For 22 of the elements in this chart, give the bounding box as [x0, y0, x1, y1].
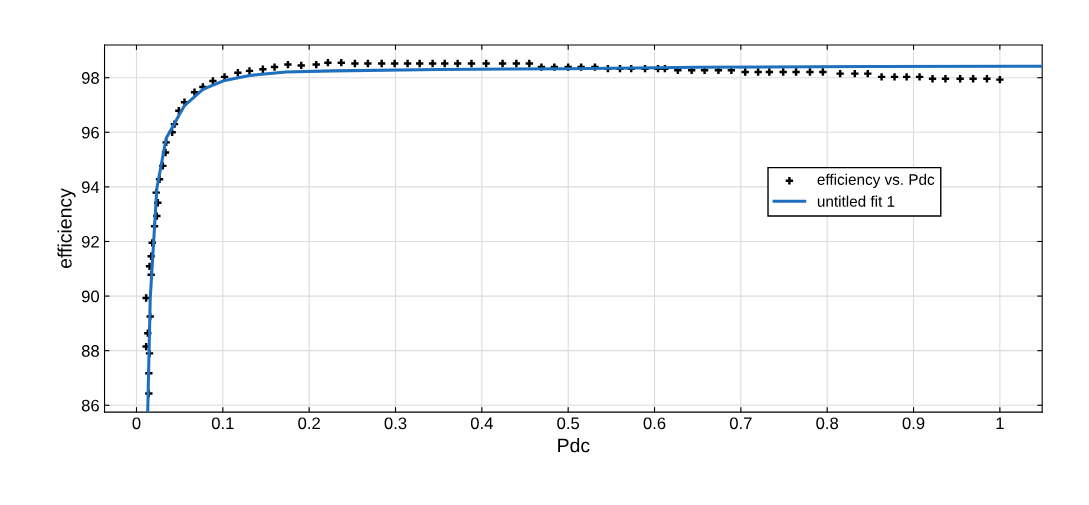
x-tick-label: 0	[132, 417, 141, 430]
y-tick-label: 88	[81, 345, 99, 357]
x-tick-label: 0.7	[729, 417, 752, 430]
x-tick-label: 0.9	[902, 417, 925, 430]
legend-label: efficiency vs. Pdc	[817, 173, 935, 188]
y-tick-label: 86	[81, 399, 99, 412]
x-tick-label: 0.5	[557, 417, 580, 430]
x-axis-title: Pdc	[558, 438, 590, 453]
y-tick-label: 94	[81, 181, 100, 194]
x-tick-label: 0.8	[816, 417, 839, 430]
y-tick-label: 90	[81, 290, 100, 303]
x-tick-label: 0.1	[211, 417, 234, 430]
x-tick-label: 1	[996, 417, 1004, 430]
x-tick-label: 0.6	[643, 417, 666, 430]
y-tick-label: 96	[81, 126, 99, 139]
y-axis-title: efficiency	[57, 188, 76, 269]
x-tick-label: 0.4	[470, 417, 493, 430]
x-tick-label: 0.2	[298, 417, 320, 430]
y-tick-label: 98	[81, 72, 99, 84]
x-tick-label: 0.3	[384, 417, 407, 430]
legend-label: untitled fit 1	[817, 195, 895, 207]
y-tick-label: 92	[81, 235, 99, 248]
